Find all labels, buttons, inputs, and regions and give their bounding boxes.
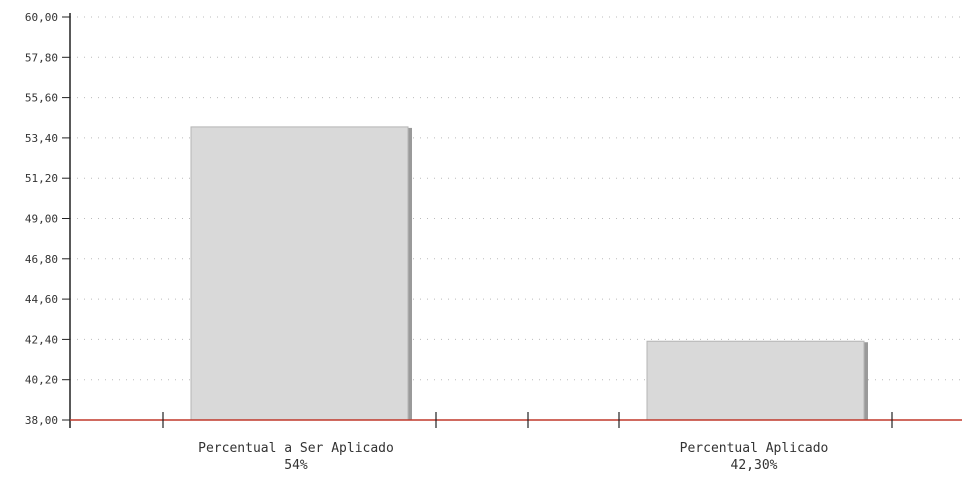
x-ticks [162,412,893,428]
y-tick-label: 44,60 [25,293,58,306]
y-tick-label: 53,40 [25,132,58,145]
y-ticks: 38,00 40,20 42,40 44,60 46,80 49,00 51,20 53,40… [25,11,70,427]
axes [69,13,962,428]
y-tick-label: 51,20 [25,172,58,185]
category-label: Percentual a Ser Aplicado [198,441,394,456]
y-tick-label: 38,00 [25,414,58,427]
category-label: Percentual Aplicado [680,441,829,456]
data-label: 42,30% [731,458,778,473]
data-label: 54% [284,458,308,473]
y-tick-label: 60,00 [25,11,58,24]
bar [190,126,409,421]
category-labels: Percentual a Ser Aplicado 54% Percentual A… [198,441,828,473]
y-tick-label: 55,60 [25,92,58,105]
bars [190,126,868,421]
y-tick-label: 46,80 [25,253,58,266]
bar [646,340,865,421]
y-tick-label: 57,80 [25,51,58,64]
y-tick-label: 42,40 [25,333,58,346]
y-tick-label: 40,20 [25,374,58,387]
y-tick-label: 49,00 [25,213,58,226]
